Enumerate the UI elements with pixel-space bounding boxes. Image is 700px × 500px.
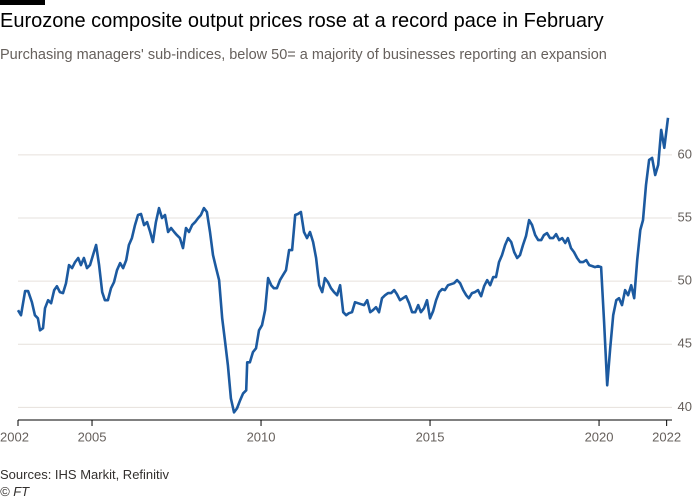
- credit: © FT: [0, 484, 30, 499]
- y-tick-label: 45: [678, 336, 692, 351]
- x-tick-label: 2010: [247, 429, 276, 444]
- x-tick-label: 2015: [416, 429, 445, 444]
- x-tick-label: 2020: [585, 429, 614, 444]
- x-tick-label: 2002: [0, 429, 29, 444]
- ft-bar: [0, 0, 45, 5]
- chart-title: Eurozone composite output prices rose at…: [0, 10, 604, 32]
- chart-subtitle: Purchasing managers' sub-indices, below …: [0, 47, 607, 63]
- chart: 40 45 50 55 60 2002 2005 2010 2015 2020 2022: [0, 117, 692, 444]
- x-tick-label: 2005: [78, 429, 107, 444]
- y-tick-label: 60: [678, 146, 692, 161]
- y-tick-label: 55: [678, 209, 692, 224]
- y-tick-label: 50: [678, 273, 692, 288]
- y-tick-label: 40: [678, 399, 692, 414]
- source: Sources: IHS Markit, Refinitiv: [0, 467, 170, 482]
- line: [16, 117, 670, 414]
- x-tick-label: 2022: [652, 429, 681, 444]
